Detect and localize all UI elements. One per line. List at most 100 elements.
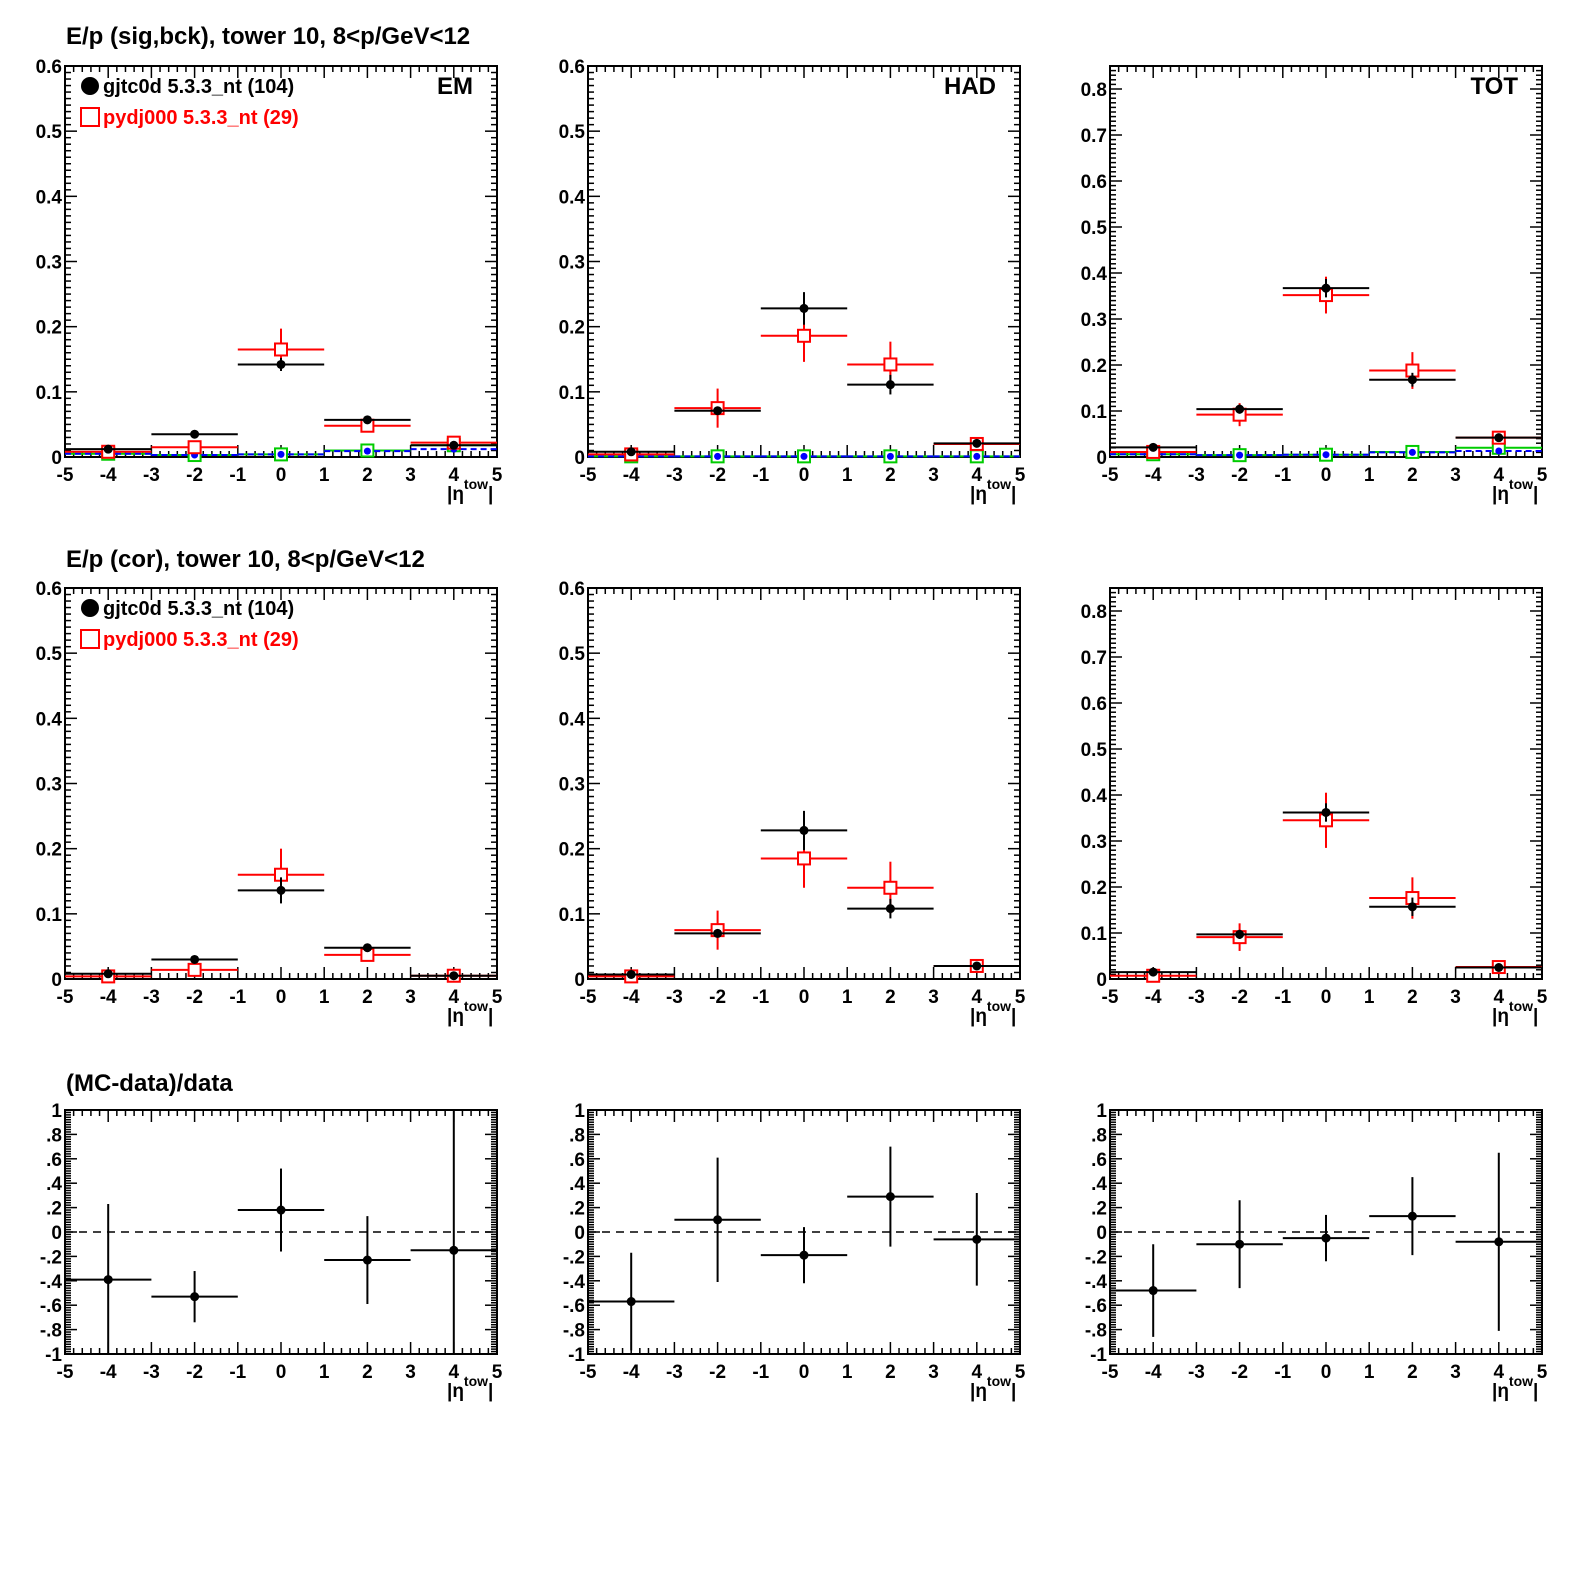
data-point (713, 1215, 723, 1225)
x-axis-label: |ηtow| (1492, 476, 1538, 505)
x-tick-label: 3 (1450, 1362, 1461, 1383)
data-point (1407, 375, 1417, 385)
y-tick-label: 0 (574, 448, 585, 469)
x-tick-label: 4 (449, 1362, 460, 1383)
y-tick-marks (1110, 1109, 1542, 1355)
x-axis-label-base: |η (970, 1381, 987, 1402)
x-axis-label: |ηtow| (1492, 998, 1538, 1027)
x-tick-label: -1 (752, 987, 769, 1008)
x-axis-label-base: |η (1492, 1006, 1509, 1027)
y-tick-label: 0 (51, 970, 62, 991)
x-tick-label: 1 (1364, 987, 1375, 1008)
data-point (713, 928, 723, 938)
panel-1-2: -5 -4 -3 -2 -1 0 1 2 3 4 5 0 0.1 0.2 0.3 0.4 0.5 0.6 0.7 0.… (1081, 587, 1548, 1027)
data-point (714, 452, 722, 460)
x-tick-label: 5 (492, 1362, 503, 1383)
x-axis-label-close: | (1011, 1381, 1016, 1402)
legend: gjtc0d 5.3.3_nt (104) pydj000 5.3.3_nt (2… (80, 76, 299, 129)
x-tick-label: 3 (928, 1362, 939, 1383)
data-point (972, 961, 982, 971)
y-tick-marks (65, 587, 497, 980)
y-tick-label: 0.4 (559, 709, 586, 730)
data-point (187, 962, 202, 977)
series-0 (1110, 1152, 1542, 1337)
y-tick-label: -1 (1090, 1345, 1107, 1366)
x-tick-label: 5 (1015, 987, 1026, 1008)
data-point (103, 1275, 113, 1285)
y-tick-label: 0 (1096, 448, 1107, 469)
x-tick-label: 0 (276, 1362, 287, 1383)
data-point (1321, 807, 1331, 817)
x-tick-label: 1 (1364, 465, 1375, 486)
y-tick-label: 0.4 (36, 709, 63, 730)
x-tick-label: -4 (623, 987, 640, 1008)
legend-label: pydj000 5.3.3_nt (29) (103, 107, 299, 129)
panel-label: EM (437, 73, 473, 100)
row-title-ratio: (MC-data)/data (66, 1070, 233, 1097)
x-tick-label: 4 (1494, 1362, 1505, 1383)
x-tick-label: 2 (362, 1362, 373, 1383)
x-axis-label-sup: tow (464, 476, 488, 492)
x-tick-label: -3 (666, 1362, 683, 1383)
x-axis-label-close: | (488, 484, 493, 505)
y-tick-label: .8 (569, 1125, 585, 1146)
y-tick-label: 0.3 (1081, 832, 1107, 853)
legend-marker-circle (81, 599, 99, 617)
y-tick-label: .8 (46, 1125, 62, 1146)
y-tick-label: 0.1 (36, 383, 63, 404)
y-tick-label: 0.6 (1081, 172, 1107, 193)
y-tick-label: 0.3 (36, 253, 62, 274)
data-point (626, 969, 636, 979)
x-tick-label: 1 (842, 465, 853, 486)
x-tick-label: 1 (319, 987, 330, 1008)
data-point (886, 452, 894, 460)
panel-label: TOT (1470, 73, 1518, 100)
y-tick-label: 0.2 (1081, 878, 1107, 899)
x-axis-label-close: | (1011, 1006, 1016, 1027)
x-tick-label: -2 (709, 1362, 726, 1383)
data-point (449, 440, 459, 450)
x-axis-label: |ηtow| (447, 1373, 493, 1402)
panel-2-2: -5 -4 -3 -2 -1 0 1 2 3 4 5 -1 -.8 -.6 -.4 -.2 0 .2 .4 .6 .8 1… (1085, 1101, 1548, 1402)
x-tick-label: 3 (405, 1362, 416, 1383)
panel-2-0: -5 -4 -3 -2 -1 0 1 2 3 4 5 -1 -.8 -.6 -.4 -.2 0 .2 .4 .6 .8 1… (40, 1101, 503, 1402)
legend: gjtc0d 5.3.3_nt (104) pydj000 5.3.3_nt (2… (80, 598, 299, 651)
x-tick-label: -5 (580, 1362, 597, 1383)
x-tick-label: -5 (580, 987, 597, 1008)
data-point (449, 1245, 459, 1255)
panel-0-0: -5 -4 -3 -2 -1 0 1 2 3 4 5 0 0.1 0.2 0.3 0.4 0.5 0.6 |ηtow… (36, 57, 503, 505)
x-tick-label: 0 (799, 1362, 810, 1383)
x-axis-label-close: | (488, 1381, 493, 1402)
y-tick-label: 0 (574, 1223, 585, 1244)
x-tick-label: 4 (449, 465, 460, 486)
x-tick-label: 0 (1321, 987, 1332, 1008)
x-tick-label: -5 (1102, 1362, 1119, 1383)
data-point (1408, 448, 1416, 456)
series-0 (65, 357, 497, 454)
legend-marker-square (80, 629, 100, 649)
y-tick-label: 0.6 (559, 579, 585, 600)
data-point (1494, 963, 1504, 972)
data-point (883, 357, 898, 372)
x-tick-label: -1 (229, 465, 246, 486)
x-tick-label: 3 (405, 987, 416, 1008)
y-tick-label: 0 (1096, 970, 1107, 991)
y-tick-label: -.8 (40, 1321, 62, 1342)
x-axis-label: |ηtow| (447, 476, 493, 505)
x-axis-label: |ηtow| (970, 476, 1016, 505)
y-tick-label: 0.1 (1081, 402, 1108, 423)
x-tick-marks (1109, 1110, 1543, 1354)
y-tick-label: 0.4 (36, 187, 63, 208)
x-axis-label-sup: tow (987, 998, 1011, 1014)
y-tick-marks (1110, 587, 1542, 980)
x-tick-label: -2 (186, 987, 203, 1008)
x-tick-label: 4 (1494, 987, 1505, 1008)
y-tick-label: 0.5 (1081, 740, 1108, 761)
y-tick-label: 0.4 (1081, 264, 1108, 285)
x-axis-label-base: |η (970, 1006, 987, 1027)
legend-label: pydj000 5.3.3_nt (29) (103, 629, 299, 651)
data-point (277, 450, 285, 458)
y-tick-label: 0 (1096, 1223, 1107, 1244)
data-point (799, 1250, 809, 1260)
